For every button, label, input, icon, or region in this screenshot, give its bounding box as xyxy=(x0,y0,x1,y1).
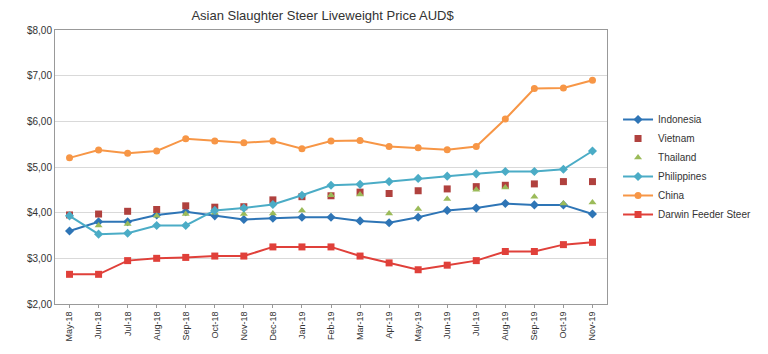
svg-text:Jul-19: Jul-19 xyxy=(471,312,481,337)
svg-text:Asian Slaughter Steer Liveweig: Asian Slaughter Steer Liveweight Price A… xyxy=(191,8,454,23)
svg-text:Aug-19: Aug-19 xyxy=(500,312,510,341)
svg-text:$7,00: $7,00 xyxy=(27,70,52,81)
svg-text:Sep-19: Sep-19 xyxy=(529,312,539,341)
svg-text:Thailand: Thailand xyxy=(658,152,696,163)
svg-text:Jun-19: Jun-19 xyxy=(442,312,452,340)
svg-text:$3,00: $3,00 xyxy=(27,253,52,264)
svg-text:$4,00: $4,00 xyxy=(27,207,52,218)
svg-text:Philippines: Philippines xyxy=(658,171,706,182)
svg-text:Nov-18: Nov-18 xyxy=(239,312,249,341)
svg-text:May-18: May-18 xyxy=(64,312,74,342)
svg-text:Nov-19: Nov-19 xyxy=(587,312,597,341)
svg-text:China: China xyxy=(658,190,685,201)
svg-text:Darwin Feeder Steer: Darwin Feeder Steer xyxy=(658,209,751,220)
svg-text:$5,00: $5,00 xyxy=(27,162,52,173)
svg-text:$6,00: $6,00 xyxy=(27,116,52,127)
svg-text:Aug-18: Aug-18 xyxy=(152,312,162,341)
svg-text:Jun-18: Jun-18 xyxy=(94,312,104,340)
svg-text:Oct-18: Oct-18 xyxy=(210,312,220,339)
svg-text:Feb-19: Feb-19 xyxy=(326,312,336,341)
svg-text:Vietnam: Vietnam xyxy=(658,133,695,144)
svg-text:Dec-18: Dec-18 xyxy=(268,312,278,341)
svg-text:May-19: May-19 xyxy=(413,312,423,342)
svg-text:Indonesia: Indonesia xyxy=(658,114,702,125)
svg-text:$2,00: $2,00 xyxy=(27,299,52,310)
svg-text:Mar-19: Mar-19 xyxy=(355,312,365,341)
svg-text:Sep-18: Sep-18 xyxy=(181,312,191,341)
svg-text:Jan-19: Jan-19 xyxy=(297,312,307,340)
svg-text:Apr-19: Apr-19 xyxy=(384,312,394,339)
svg-text:$8,00: $8,00 xyxy=(27,25,52,36)
svg-text:Jul-18: Jul-18 xyxy=(123,312,133,337)
svg-text:Oct-19: Oct-19 xyxy=(558,312,568,339)
